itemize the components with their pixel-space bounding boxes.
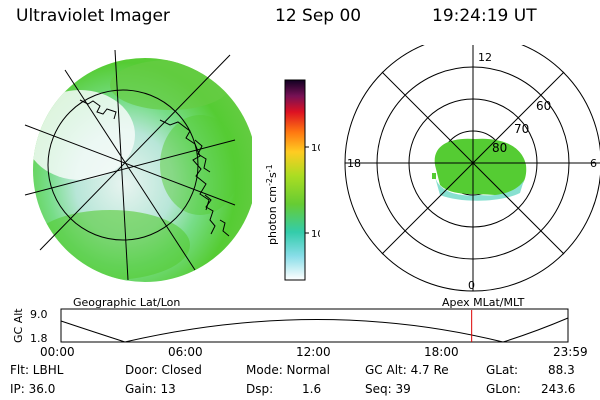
- colorbar-tick-100: 100: [311, 143, 320, 154]
- glat-value: 88.3: [548, 363, 575, 377]
- dsp-label: Dsp:: [246, 382, 274, 396]
- time-label: 19:24:19 UT: [432, 6, 537, 26]
- mlt-label-0: 0: [468, 279, 475, 292]
- date-label: 12 Sep 00: [275, 6, 362, 26]
- longitude-line: [24, 124, 236, 206]
- polar-mlat-mlt-plot: 12 18 6 0 60 70 80: [344, 45, 600, 292]
- mode-info: Mode: Normal: [246, 363, 330, 377]
- glon-value: 243.6: [541, 382, 576, 396]
- mlt-grid: [345, 45, 600, 291]
- mlt-label-12: 12: [478, 51, 492, 64]
- colorbar-unit-label: photon cm-2s-1: [265, 164, 279, 245]
- color-scale-bar: 100 10 photon cm-2s-1: [265, 79, 320, 281]
- x-tick-1800: 18:00: [424, 345, 459, 359]
- seq-info: Seq: 39: [365, 382, 411, 396]
- glon-label: GLon:: [486, 382, 521, 396]
- gain-info: Gain: 13: [125, 382, 176, 396]
- mlat-label-70: 70: [514, 122, 529, 136]
- altitude-curve: [60, 317, 569, 343]
- longitude-line: [114, 49, 129, 281]
- geographic-caption: Geographic Lat/Lon: [73, 296, 181, 309]
- x-tick-1200: 12:00: [296, 345, 331, 359]
- gc-alt-axis-label: GC Alt: [12, 308, 25, 343]
- coastlines: [79, 99, 230, 237]
- colorbar-tick-10: 10: [311, 229, 320, 240]
- flt-info: Flt: LBHL: [10, 363, 64, 377]
- mlt-label-6: 6: [590, 157, 597, 170]
- mlt-label-18: 18: [347, 157, 361, 170]
- longitude-line: [39, 54, 231, 251]
- x-tick-0600: 06:00: [168, 345, 203, 359]
- geographic-map: [24, 49, 252, 282]
- instrument-title: Ultraviolet Imager: [16, 6, 170, 26]
- y-tick-min: 1.8: [30, 332, 48, 345]
- x-tick-2359: 23:59: [553, 345, 588, 359]
- aurora-emission-field: [33, 58, 252, 282]
- y-tick-max: 9.0: [30, 308, 48, 321]
- x-tick-0000: 00:00: [40, 345, 75, 359]
- ip-info: IP: 36.0: [10, 382, 56, 396]
- auroral-oval: [432, 138, 527, 201]
- glat-label: GLat:: [486, 363, 519, 377]
- mlat-label-60: 60: [536, 99, 551, 113]
- mlat-label-80: 80: [492, 141, 507, 155]
- apex-caption: Apex MLat/MLT: [442, 296, 525, 309]
- door-info: Door: Closed: [125, 363, 202, 377]
- orbit-altitude-plot: GC Alt 9.0 1.8: [12, 308, 569, 345]
- dsp-value: 1.6: [302, 382, 322, 396]
- gcalt-info: GC Alt: 4.7 Re: [365, 363, 449, 377]
